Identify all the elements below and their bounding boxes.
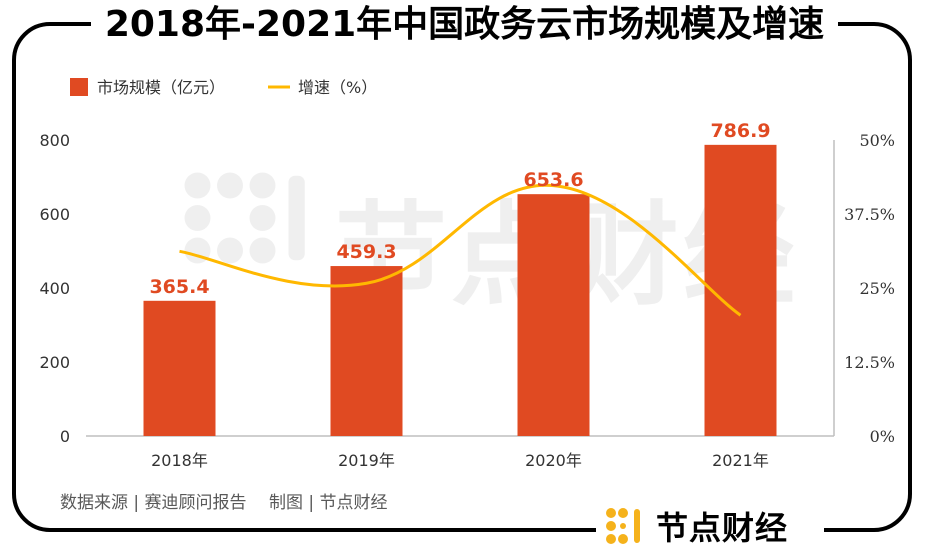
legend-label-bar: 市场规模（亿元） [97, 78, 225, 97]
bar-value-label: 459.3 [336, 241, 396, 263]
y2-tick-label: 12.5% [844, 353, 895, 372]
bar-value-label: 786.9 [710, 120, 770, 142]
chart-title: 2018年-2021年中国政务云市场规模及增速 [90, 0, 839, 50]
bar [704, 144, 777, 437]
y-tick-label: 800 [39, 131, 70, 150]
brand-name: 节点财经 [656, 509, 789, 547]
legend-label-line: 增速（%） [298, 78, 377, 97]
legend-swatch-bar [70, 78, 88, 96]
x-tick-label: 2019年 [338, 451, 395, 470]
source-note: 数据来源 | 赛迪顾问报告 制图 | 节点财经 [60, 493, 388, 513]
bar [517, 194, 590, 436]
y2-tick-label: 25% [859, 279, 895, 298]
y-tick-label: 600 [39, 205, 70, 224]
bar [143, 300, 216, 436]
brand-badge: 节点财经 [596, 500, 824, 552]
bar-value-label: 365.4 [149, 276, 209, 298]
y2-tick-label: 0% [870, 427, 895, 446]
y2-tick-label: 37.5% [844, 205, 895, 224]
y2-tick-label: 50% [859, 131, 895, 150]
bar [330, 266, 403, 436]
x-tick-label: 2018年 [151, 451, 208, 470]
y-tick-label: 400 [39, 279, 70, 298]
y-tick-label: 200 [39, 353, 70, 372]
bar-value-label: 653.6 [523, 169, 583, 191]
growth-line [179, 183, 742, 317]
x-tick-label: 2020年 [525, 451, 582, 470]
y-tick-label: 0 [60, 427, 70, 446]
brand-logo-icon [606, 508, 640, 544]
x-tick-label: 2021年 [712, 451, 769, 470]
